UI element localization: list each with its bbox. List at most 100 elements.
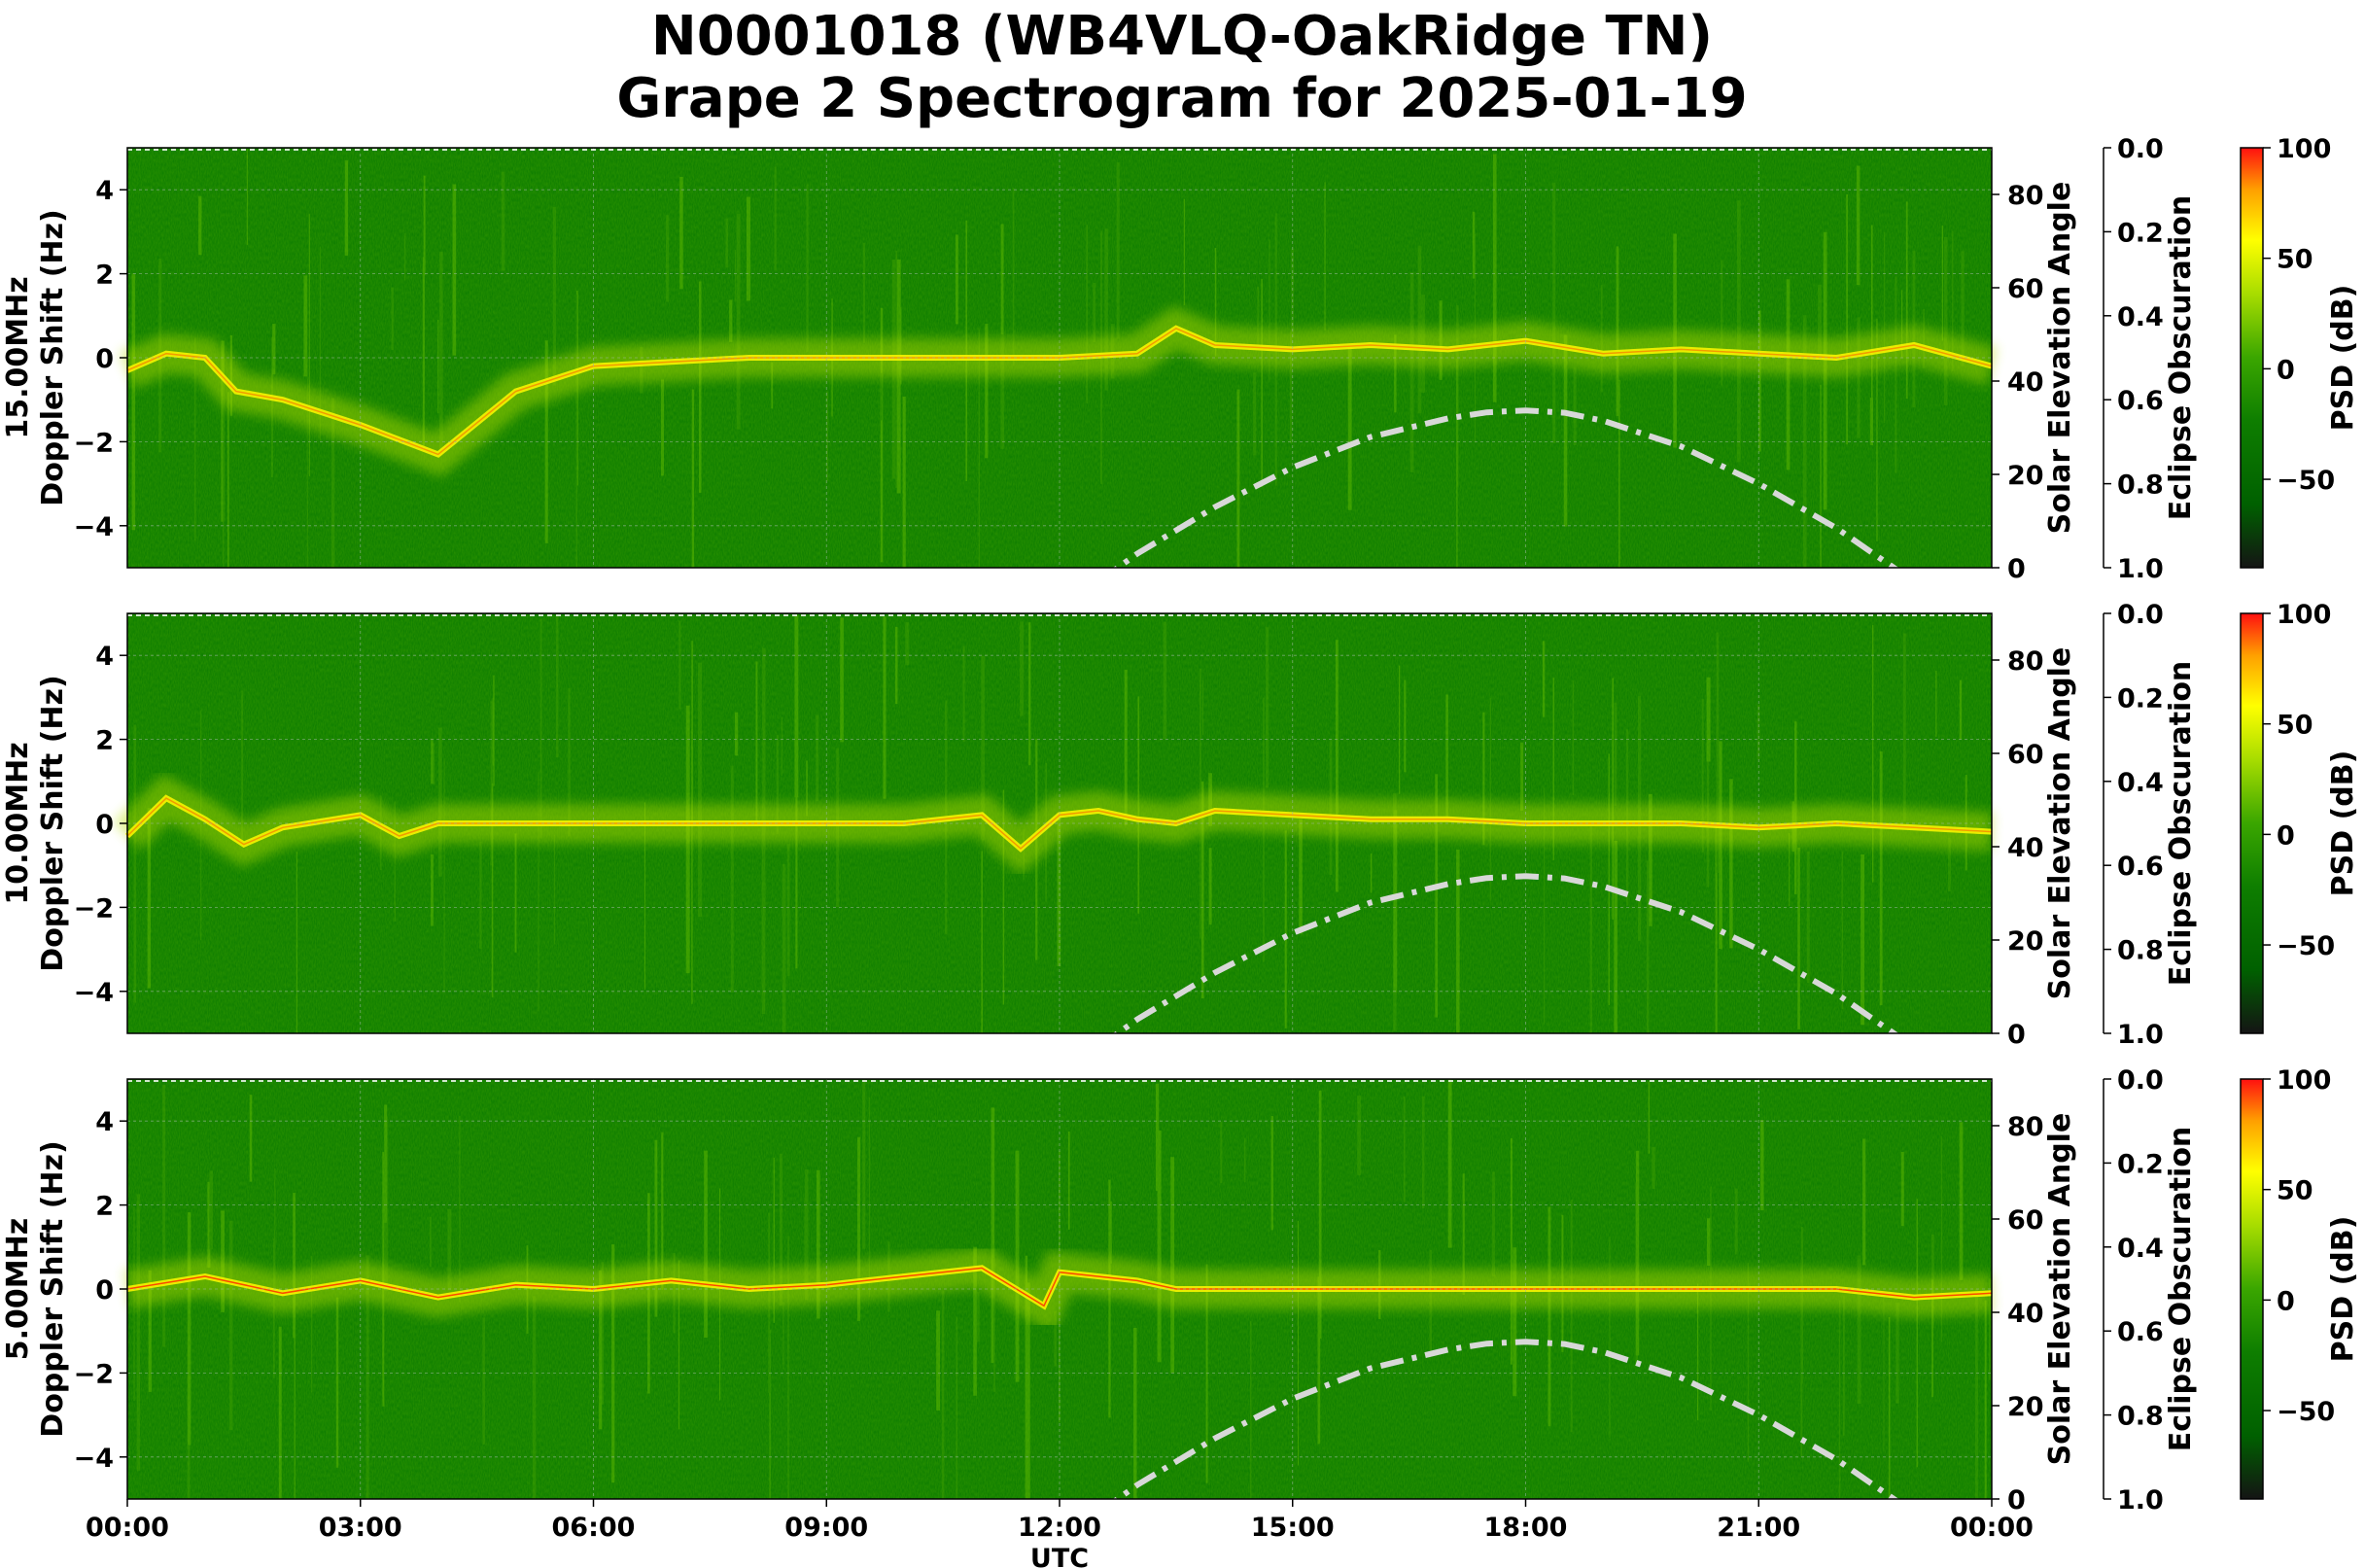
panel-5.00MHz: 420−2−45.00MHz Doppler Shift (Hz)80604020… <box>1 1065 2360 1516</box>
eclipse-tick-label: 0.0 <box>2117 1065 2164 1096</box>
eclipse-tick-label: 0.6 <box>2117 852 2164 882</box>
eclipse-tick-label: 0.8 <box>2117 1402 2164 1432</box>
eclipse-tick-label: 0.4 <box>2117 768 2164 798</box>
psd-tick-label: −50 <box>2277 1397 2335 1427</box>
frequency-label: 5.00MHz <box>1 1218 35 1360</box>
eclipse-tick-label: 0.8 <box>2117 936 2164 966</box>
eclipse-tick-label: 0.4 <box>2117 302 2164 332</box>
panel-10.00MHz: 420−2−410.00MHz Doppler Shift (Hz)8060402… <box>1 600 2360 1050</box>
eclipse-tick-label: 0.6 <box>2117 386 2164 416</box>
eclipse-tick-label: 0.0 <box>2117 600 2164 630</box>
y-tick-label: −2 <box>74 893 114 923</box>
elev-tick-label: 20 <box>2007 461 2044 491</box>
y-tick-label: 4 <box>95 1107 114 1137</box>
solar-elevation-curve <box>1112 407 1899 568</box>
elev-tick-label: 20 <box>2007 926 2044 957</box>
y-tick-label: 2 <box>95 261 114 291</box>
eclipse-tick-label: 0.6 <box>2117 1317 2164 1347</box>
elev-tick-label: 80 <box>2007 646 2044 677</box>
x-axis: 00:00 03:00 06:00 09:00 12:00 15:00 18:00 21:00… <box>86 1499 2034 1568</box>
psd-axis-label: PSD (dB) <box>2326 285 2360 432</box>
psd-tick-label: 50 <box>2277 711 2313 741</box>
x-tick-label: 21:00 <box>1717 1513 1800 1543</box>
psd-tick-label: 50 <box>2277 245 2313 275</box>
y-axis-label: Doppler Shift (Hz) <box>36 675 70 971</box>
elev-tick-label: 80 <box>2007 181 2044 211</box>
x-tick-label: 18:00 <box>1484 1513 1568 1543</box>
grid-lines <box>126 613 1993 1033</box>
frequency-label: 10.00MHz <box>1 742 35 904</box>
psd-tick-label: 100 <box>2277 600 2331 630</box>
x-axis-label: UTC <box>1030 1544 1089 1568</box>
psd-tick-label: 0 <box>2277 1286 2295 1316</box>
x-tick-label: 12:00 <box>1018 1513 1101 1543</box>
y-tick-label: −2 <box>74 428 114 458</box>
y-tick-label: 0 <box>95 810 114 840</box>
x-tick-label: 15:00 <box>1251 1513 1335 1543</box>
frequency-label: 15.00MHz <box>1 276 35 438</box>
eclipse-tick-label: 1.0 <box>2117 1485 2164 1516</box>
elev-tick-label: 40 <box>2007 833 2044 863</box>
y-axis-label: Doppler Shift (Hz) <box>36 1140 70 1437</box>
y-tick-label: −4 <box>74 1444 114 1474</box>
x-tick-label: 09:00 <box>784 1513 868 1543</box>
panel-15.00MHz: 420−2−415.00MHz Doppler Shift (Hz)8060402… <box>1 134 2360 584</box>
chart-title-line1: N0001018 (WB4VLQ-OakRidge TN) <box>651 5 1713 68</box>
eclipse-tick-label: 0.2 <box>2117 1149 2164 1179</box>
y-tick-label: −4 <box>74 978 114 1008</box>
eclipse-tick-label: 0.8 <box>2117 470 2164 501</box>
x-tick-label: 00:00 <box>1950 1513 2034 1543</box>
eclipse-tick-label: 1.0 <box>2117 554 2164 584</box>
psd-axis-label: PSD (dB) <box>2326 750 2360 897</box>
elev-tick-label: 60 <box>2007 1205 2044 1236</box>
eclipse-axis-label: Eclipse Obscuration <box>2164 661 2198 987</box>
elev-tick-label: 80 <box>2007 1112 2044 1142</box>
elev-tick-label: 60 <box>2007 740 2044 770</box>
elev-axis-label: Solar Elevation Angle <box>2043 647 2077 1000</box>
psd-tick-label: −50 <box>2277 466 2335 496</box>
psd-tick-label: −50 <box>2277 931 2335 961</box>
eclipse-tick-label: 1.0 <box>2117 1020 2164 1050</box>
chart-title-line2: Grape 2 Spectrogram for 2025-01-19 <box>616 67 1747 130</box>
eclipse-tick-label: 0.4 <box>2117 1234 2164 1264</box>
psd-colorbar <box>2240 147 2264 569</box>
y-tick-label: −2 <box>74 1359 114 1389</box>
psd-tick-label: 0 <box>2277 820 2295 851</box>
psd-tick-label: 0 <box>2277 355 2295 385</box>
elev-tick-label: 0 <box>2007 1485 2026 1516</box>
psd-tick-label: 100 <box>2277 1065 2331 1096</box>
elev-tick-label: 40 <box>2007 1299 2044 1329</box>
elev-tick-label: 0 <box>2007 554 2026 584</box>
solar-elevation-curve <box>1112 873 1899 1033</box>
x-tick-label: 00:00 <box>86 1513 169 1543</box>
elev-axis-label: Solar Elevation Angle <box>2043 182 2077 535</box>
elev-tick-label: 60 <box>2007 274 2044 304</box>
y-tick-label: 2 <box>95 1192 114 1222</box>
y-tick-label: −4 <box>74 512 114 542</box>
doppler-trace-core <box>126 797 1993 850</box>
elev-tick-label: 20 <box>2007 1392 2044 1422</box>
x-tick-label: 03:00 <box>319 1513 402 1543</box>
y-tick-label: 4 <box>95 176 114 206</box>
psd-axis-label: PSD (dB) <box>2326 1216 2360 1363</box>
y-tick-label: 2 <box>95 726 114 756</box>
psd-colorbar <box>2240 1078 2264 1500</box>
y-tick-label: 4 <box>95 642 114 672</box>
eclipse-axis-label: Eclipse Obscuration <box>2164 195 2198 521</box>
eclipse-axis-label: Eclipse Obscuration <box>2164 1127 2198 1452</box>
elev-tick-label: 0 <box>2007 1020 2026 1050</box>
y-axis-label: Doppler Shift (Hz) <box>36 209 70 505</box>
elev-axis-label: Solar Elevation Angle <box>2043 1113 2077 1466</box>
psd-tick-label: 100 <box>2277 134 2331 164</box>
psd-colorbar <box>2240 612 2264 1034</box>
spectrogram-panels: 420−2−415.00MHz Doppler Shift (Hz)8060402… <box>1 134 2360 1516</box>
y-tick-label: 0 <box>95 1275 114 1306</box>
eclipse-tick-label: 0.2 <box>2117 683 2164 714</box>
solar-elevation-curve <box>1112 1339 1899 1499</box>
doppler-trace <box>124 794 1993 853</box>
elev-tick-label: 40 <box>2007 367 2044 398</box>
eclipse-tick-label: 0.2 <box>2117 218 2164 248</box>
y-tick-label: 0 <box>95 344 114 374</box>
eclipse-tick-label: 0.0 <box>2117 134 2164 164</box>
